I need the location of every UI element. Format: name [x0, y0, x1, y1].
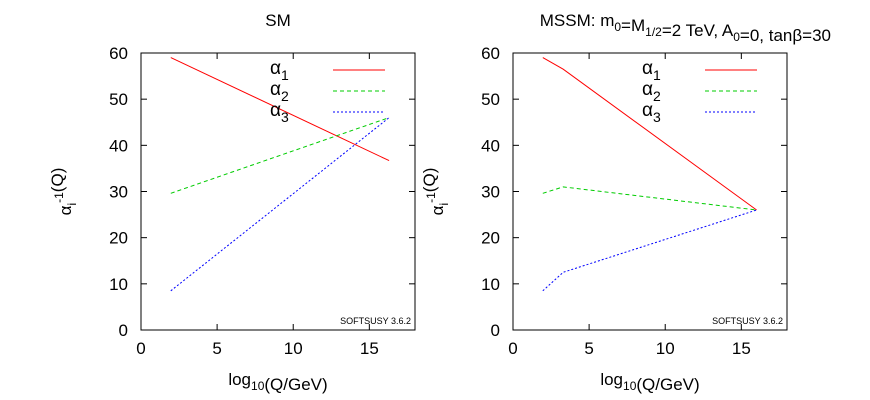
x-tick-label: 10: [656, 339, 675, 358]
series-line-1: [542, 57, 757, 211]
y-tick-label: 20: [481, 229, 500, 248]
y-tick-label: 60: [109, 44, 128, 63]
y-tick-label: 0: [119, 321, 128, 340]
y-tick-label: 30: [481, 183, 500, 202]
y-axis-label: αi-1(Q): [420, 168, 451, 216]
y-tick-label: 10: [481, 275, 500, 294]
y-tick-label: 0: [491, 321, 500, 340]
series-line-3: [542, 209, 757, 292]
y-tick-label: 60: [481, 44, 500, 63]
x-axis-label: log10(Q/GeV): [600, 370, 699, 394]
y-tick-label: 20: [109, 229, 128, 248]
legend-label: α1: [642, 58, 661, 83]
y-tick-label: 50: [481, 90, 500, 109]
softsusy-annotation: SOFTSUSY 3.6.2: [340, 316, 411, 326]
y-tick-label: 40: [109, 136, 128, 155]
y-tick-label: 50: [109, 90, 128, 109]
x-tick-label: 0: [136, 339, 145, 358]
legend-label: α2: [270, 79, 289, 104]
x-tick-label: 10: [284, 339, 303, 358]
series-line-2: [542, 186, 757, 211]
legend-label: α3: [642, 100, 661, 125]
x-tick-label: 5: [212, 339, 221, 358]
x-tick-label: 5: [584, 339, 593, 358]
x-tick-label: 15: [360, 339, 379, 358]
y-tick-label: 10: [109, 275, 128, 294]
chart-title: SM: [265, 11, 291, 30]
series-line-1: [170, 57, 390, 162]
x-axis-label: log10(Q/GeV): [228, 370, 327, 394]
series-line-3: [170, 117, 390, 292]
x-tick-label: 15: [732, 339, 751, 358]
legend-label: α1: [270, 58, 289, 83]
series-line-2: [170, 117, 390, 194]
x-tick-label: 0: [508, 339, 517, 358]
legend-label: α2: [642, 79, 661, 104]
y-axis-label: αi-1(Q): [48, 168, 79, 216]
chart-title: MSSM: m0=M1/2=2 TeV, A0=0, tanβ=30: [540, 11, 831, 45]
softsusy-annotation: SOFTSUSY 3.6.2: [712, 316, 783, 326]
y-tick-label: 40: [481, 136, 500, 155]
legend-label: α3: [270, 100, 289, 125]
y-tick-label: 30: [109, 183, 128, 202]
